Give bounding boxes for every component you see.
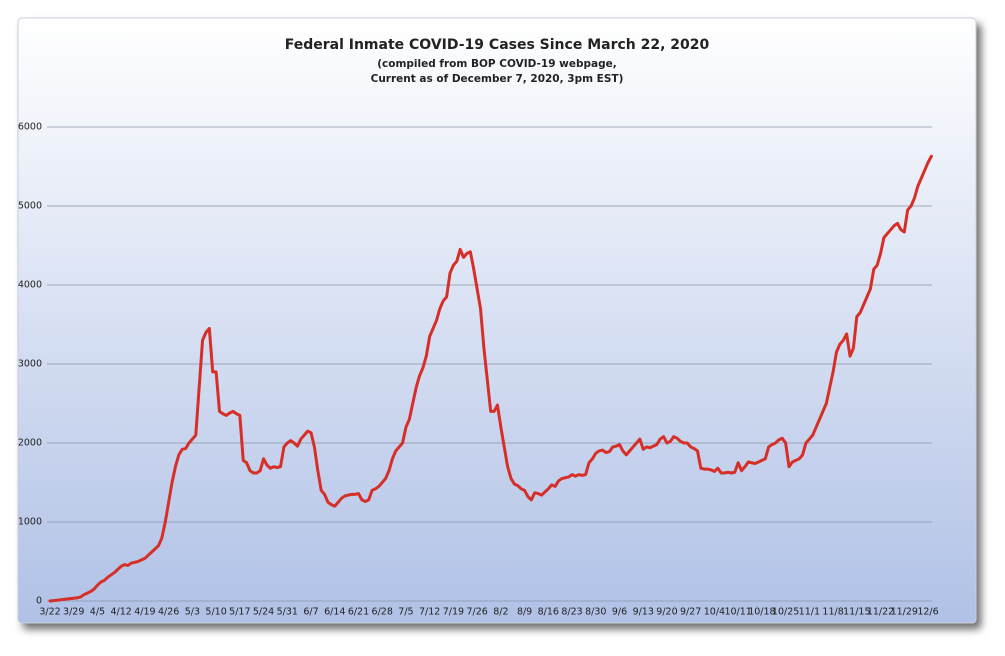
x-tick-label: 5/24 <box>253 607 274 618</box>
x-tick-label: 7/26 <box>466 607 487 618</box>
x-tick-label: 5/17 <box>229 607 250 618</box>
x-tick-label: 4/19 <box>134 607 155 618</box>
x-tick-label: 4/26 <box>158 607 179 618</box>
x-tick-label: 6/14 <box>324 607 345 618</box>
y-tick-label: 3000 <box>18 359 42 370</box>
x-tick-label: 7/12 <box>419 607 440 618</box>
x-tick-label: 4/5 <box>90 607 105 618</box>
y-tick-label: 1000 <box>18 517 42 528</box>
data-line <box>48 154 933 603</box>
x-tick-label: 9/13 <box>633 607 654 618</box>
x-tick-label: 10/11 <box>724 607 751 618</box>
x-tick-label: 8/9 <box>517 607 532 618</box>
x-tick-label: 11/1 <box>799 607 820 618</box>
chart-subtitle: Current as of December 7, 2020, 3pm EST) <box>371 73 624 85</box>
x-tick-label: 6/28 <box>372 607 393 618</box>
x-tick-label: 8/2 <box>493 607 508 618</box>
x-tick-label: 6/21 <box>348 607 369 618</box>
x-tick-label: 11/15 <box>843 607 870 618</box>
x-tick-label: 3/29 <box>63 607 84 618</box>
x-tick-label: 7/5 <box>398 607 413 618</box>
x-tick-label: 7/19 <box>443 607 464 618</box>
x-tick-label: 8/30 <box>585 607 606 618</box>
y-tick-label: 4000 <box>18 280 42 291</box>
x-tick-label: 9/6 <box>612 607 627 618</box>
y-tick-label: 5000 <box>18 201 42 212</box>
x-tick-label: 4/12 <box>111 607 132 618</box>
x-tick-label: 8/23 <box>561 607 582 618</box>
y-tick-label: 6000 <box>18 122 42 133</box>
chart-subtitle: (compiled from BOP COVID-19 webpage, <box>377 58 617 70</box>
chart-title: Federal Inmate COVID-19 Cases Since Marc… <box>285 37 710 53</box>
x-tick-label: 11/8 <box>822 607 843 618</box>
x-tick-label: 10/25 <box>772 607 799 618</box>
x-tick-label: 3/22 <box>39 607 60 618</box>
x-tick-label: 9/20 <box>656 607 677 618</box>
y-tick-label: 0 <box>36 596 42 607</box>
x-tick-label: 9/27 <box>680 607 701 618</box>
x-tick-label: 11/29 <box>891 607 918 618</box>
x-tick-label: 12/6 <box>917 607 938 618</box>
x-tick-label: 10/4 <box>704 607 725 618</box>
x-tick-label: 11/22 <box>867 607 894 618</box>
y-tick-label: 2000 <box>18 438 42 449</box>
x-tick-label: 10/18 <box>748 607 775 618</box>
x-tick-label: 5/31 <box>277 607 298 618</box>
x-tick-label: 6/7 <box>303 607 318 618</box>
x-tick-label: 8/16 <box>538 607 559 618</box>
x-tick-label: 5/10 <box>205 607 226 618</box>
x-tick-label: 5/3 <box>185 607 200 618</box>
